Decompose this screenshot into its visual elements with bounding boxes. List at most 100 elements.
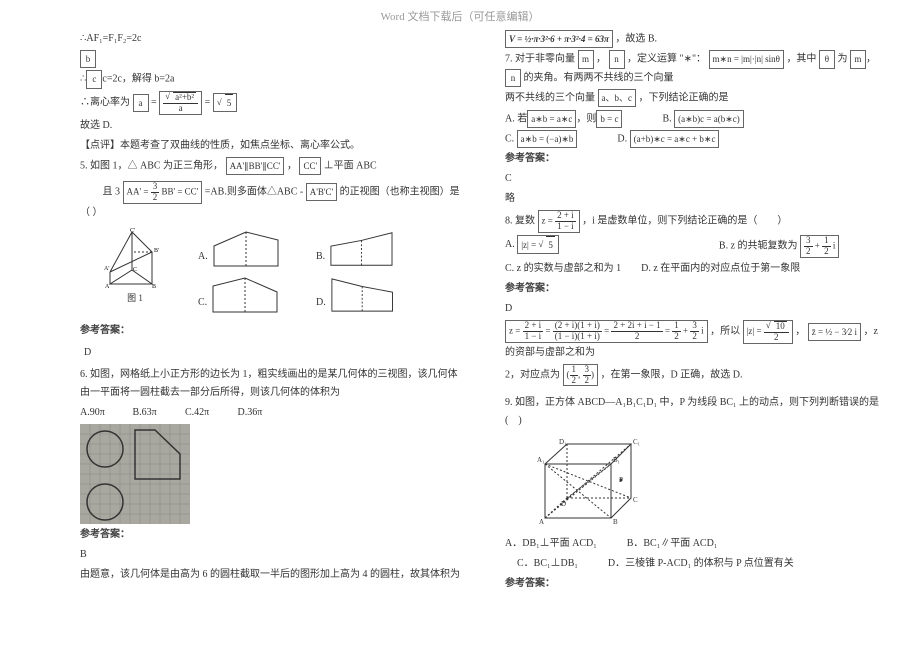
line-bc: ∴cc=2c，解得 b=2a (80, 70, 465, 88)
q6-three-view-icon (80, 424, 190, 524)
content-columns: ∴AF₁=F₁F₂=2c b ∴cc=2c，解得 b=2a ∴离心率为 a = … (0, 28, 920, 651)
svg-text:B₁: B₁ (613, 456, 620, 464)
q7A-1: A. 若 (505, 113, 527, 124)
line-ecc: ∴离心率为 a = a²+b² a = 5 (80, 91, 465, 115)
q8-pre: 8. 复数 (505, 216, 535, 227)
box-b: b (80, 50, 96, 68)
q7-abc: a、b、c (598, 89, 637, 107)
bc-text: c=2c，解得 b=2a (102, 74, 174, 85)
q7-m2: m (850, 50, 866, 68)
q5-box3: A'B'C' (306, 183, 337, 201)
box-frac-root: a²+b² a (159, 91, 202, 115)
box-c: c (86, 70, 102, 88)
shape-a-icon (212, 230, 282, 268)
fig1-label: 图 1 (127, 290, 143, 306)
vol-expr: ½·π·3²·6 + π·3²·4 = 63π (524, 34, 608, 44)
q6-text: 6. 如图，网格纸上小正方形的边长为 1，粗实线画出的是某几何体的三视图，该几何… (80, 366, 465, 402)
svg-text:C: C (633, 496, 638, 504)
q7B-1: B. (662, 113, 674, 124)
sqrt-expr: a²+b² (173, 92, 196, 103)
svg-text:C': C' (130, 228, 135, 234)
line-af: ∴AF₁=F₁F₂=2c (80, 30, 465, 48)
svg-text:C: C (133, 267, 137, 273)
q8B-b1: 2 (804, 247, 813, 257)
sol8-box-abs: |z| = 102 (743, 320, 793, 344)
sol8-pt-box: (12, 32) (563, 364, 599, 387)
q8-line: 8. 复数 z = 2 + i1 − i ，i 是虚数单位，则下列结论正确的是（… (505, 210, 890, 233)
vol-suffix: ，故选 B. (615, 33, 657, 44)
select-d: 故选 D. (80, 117, 465, 135)
q5-line1: 5. 如图 1，△ ABC 为正三角形， AA'∥BB'∥CC' ， CC' ⊥… (80, 157, 465, 175)
shape-c-icon (211, 276, 281, 314)
q8B-1: B. z 的共轭复数为 (719, 241, 798, 252)
q8B-b2: 2 (822, 247, 831, 257)
q8-row1: A. |z| = 5 B. z 的共轭复数为 32 + 12 i (505, 235, 890, 258)
q6-sol: 由题意，该几何体是由高为 6 的圆柱截取一半后的图形加上高为 4 的圆柱，故其体… (80, 566, 465, 584)
q7-row1: A. 若a∗b = a∗c，则b = c B. (a∗b)c = a(b∗c) (505, 110, 890, 128)
q7C-1: C. (505, 133, 517, 144)
sol8-line1: z = 2 + i1 − i = (2 + i)(1 + i)(1 − i)(1… (505, 320, 890, 362)
q9-c: C．BC₁⊥DB₁ (517, 555, 578, 573)
q8A-1: A. (505, 239, 517, 250)
line-box-b: b (80, 50, 465, 68)
shape-fig1-cell: ABC A'B'C' 图 1 (80, 228, 190, 316)
q8-suf: ，i 是虚数单位，则下列结论正确的是（ ） (582, 216, 787, 227)
q7-b2: ， (866, 54, 876, 65)
svg-text:A₁: A₁ (537, 456, 545, 464)
ecc-eq1: = (151, 97, 157, 108)
q8B-p: + (815, 241, 822, 251)
shape-a-cell: A. (198, 228, 308, 270)
s8-conj-v: ½ − 3⁄2 i (825, 327, 857, 337)
sol8-box-conj: z̄ = ½ − 3⁄2 i (808, 323, 861, 341)
s8-abs-t: 10 (774, 321, 787, 332)
q5-expr2: BB' = CC' (161, 186, 198, 196)
q7-line2: 两不共线的三个向量 a、b、c ，下列结论正确的是 (505, 89, 890, 107)
sol8-box1: z = 2 + i1 − i = (2 + i)(1 + i)(1 − i)(1… (505, 320, 708, 343)
s8-2b: (1 − i)(1 + i) (553, 332, 602, 342)
cube-icon: ABCD A₁B₁C₁D₁ P (531, 434, 641, 529)
q9-cube: ABCD A₁B₁C₁D₁ P (531, 434, 890, 529)
ans5: D (84, 344, 465, 362)
shape-b-icon (329, 230, 396, 268)
q7-def: m∗n = |m|·|n| sinθ (709, 50, 784, 68)
shape-b-cell: B. (316, 228, 396, 270)
s8-abs-b: 2 (764, 333, 789, 343)
q7-f: 的夹角。有两两不共线的三个向量 (524, 72, 674, 83)
q7-row2: C. a∗b = (−a)∗b D. (a+b)∗c = a∗c + b∗c (505, 130, 890, 148)
svg-text:A: A (105, 284, 110, 290)
q8-opt-a: A. |z| = 5 (505, 235, 559, 258)
q5-shapes: A. B. (80, 228, 465, 316)
q5-frac-b: 2 (151, 193, 160, 203)
s8-l2a: 2，对应点为 (505, 369, 560, 380)
s8-c1: ， (795, 326, 805, 337)
s8-5b: 2 (690, 332, 699, 342)
q7-c: ，定义运算 "∗"： (627, 54, 706, 65)
q6-d: D.36π (238, 404, 288, 422)
ans7-extra: 略 (505, 190, 890, 208)
svg-text:B: B (613, 518, 618, 526)
box-sqrt5: 5 (213, 93, 238, 112)
q9-row1: A．DB₁⊥平面 ACD₁ B．BC₁∥平面 ACD₁ (505, 535, 890, 553)
s8-pl: + (683, 326, 690, 336)
shape-fig1-icon: ABC A'B'C' (102, 228, 168, 290)
svg-text:D₁: D₁ (559, 438, 567, 446)
q7-m: m (578, 50, 594, 68)
q7A-e1: a∗b = a∗c (527, 110, 576, 128)
right-column: V = ½·π·3²·6 + π·3²·4 = 63π ，故选 B. 7. 对于… (485, 28, 900, 641)
q8-opt-d: D. z 在平面内的对应点位于第一象限 (641, 260, 800, 278)
svg-text:A': A' (104, 266, 109, 272)
q7A-m: ，则 (576, 113, 596, 124)
shape-a-label: A. (198, 248, 208, 270)
q7D-e: (a+b)∗c = a∗c + b∗c (630, 130, 720, 148)
q5-c: ⊥平面 ABC (324, 160, 377, 171)
ans9-label: 参考答案： (505, 575, 890, 593)
q7-e: 为 (837, 54, 847, 65)
q5-l2b: =AB.则多面体△ABC - (205, 187, 306, 198)
ans7: C (505, 170, 890, 188)
q7A-e2: b = c (596, 110, 622, 128)
ecc-eq2: = (205, 97, 211, 108)
q7-d: ，其中 (786, 54, 816, 65)
shape-c-label: C. (198, 294, 207, 316)
q5-a: 5. 如图 1，△ ABC 为正三角形， (80, 160, 223, 171)
ans8-label: 参考答案： (505, 280, 890, 298)
